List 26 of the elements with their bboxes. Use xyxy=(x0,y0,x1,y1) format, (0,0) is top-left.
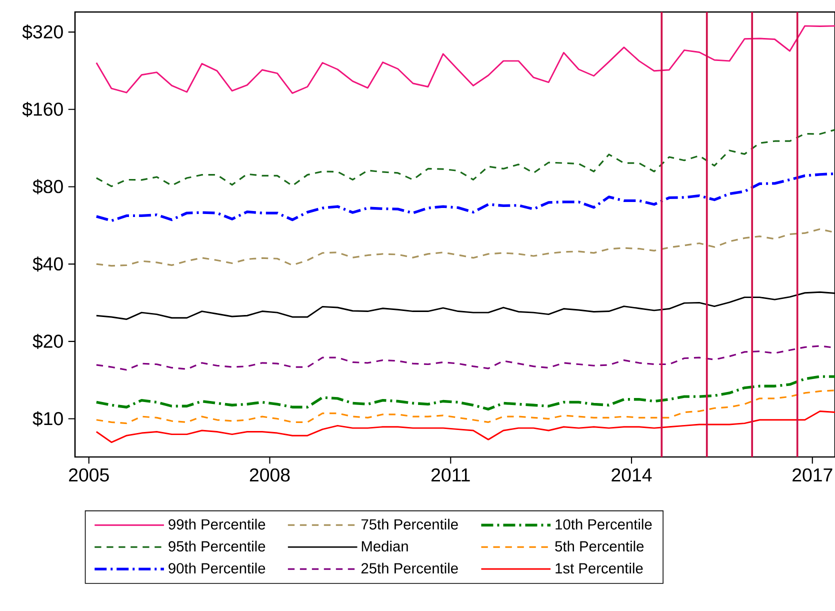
y-tick-label: $10 xyxy=(32,411,63,426)
line-series xyxy=(96,25,835,94)
x-tick-label: 2011 xyxy=(432,468,470,482)
x-tick-label: 2014 xyxy=(612,468,652,482)
line-series xyxy=(95,375,835,410)
legend-label: 5th Percentile xyxy=(555,540,644,552)
legend-label: 25th Percentile xyxy=(361,562,458,574)
line-series xyxy=(95,172,835,222)
legend-label: 99th Percentile xyxy=(168,518,266,530)
y-tick-label: $20 xyxy=(32,334,63,349)
legend-label: Median xyxy=(362,540,408,552)
y-tick-label: $80 xyxy=(32,179,63,194)
legend-label: 10th Percentile xyxy=(556,518,652,530)
y-tick-label: $40 xyxy=(32,256,63,272)
y-tick-label: $160 xyxy=(22,102,63,117)
y-tick-label: $320 xyxy=(22,24,63,40)
x-tick-label: 2017 xyxy=(792,468,832,482)
line-series xyxy=(96,128,835,188)
legend-label: 1st Percentile xyxy=(556,562,643,574)
line-series xyxy=(96,291,835,320)
x-tick-label: 2008 xyxy=(250,468,290,482)
legend-label: 95th Percentile xyxy=(168,540,266,552)
line-series xyxy=(96,228,835,267)
legend-label: 75th Percentile xyxy=(361,518,458,530)
x-tick-label: 2005 xyxy=(69,468,109,482)
legend-label: 90th Percentile xyxy=(168,562,266,574)
